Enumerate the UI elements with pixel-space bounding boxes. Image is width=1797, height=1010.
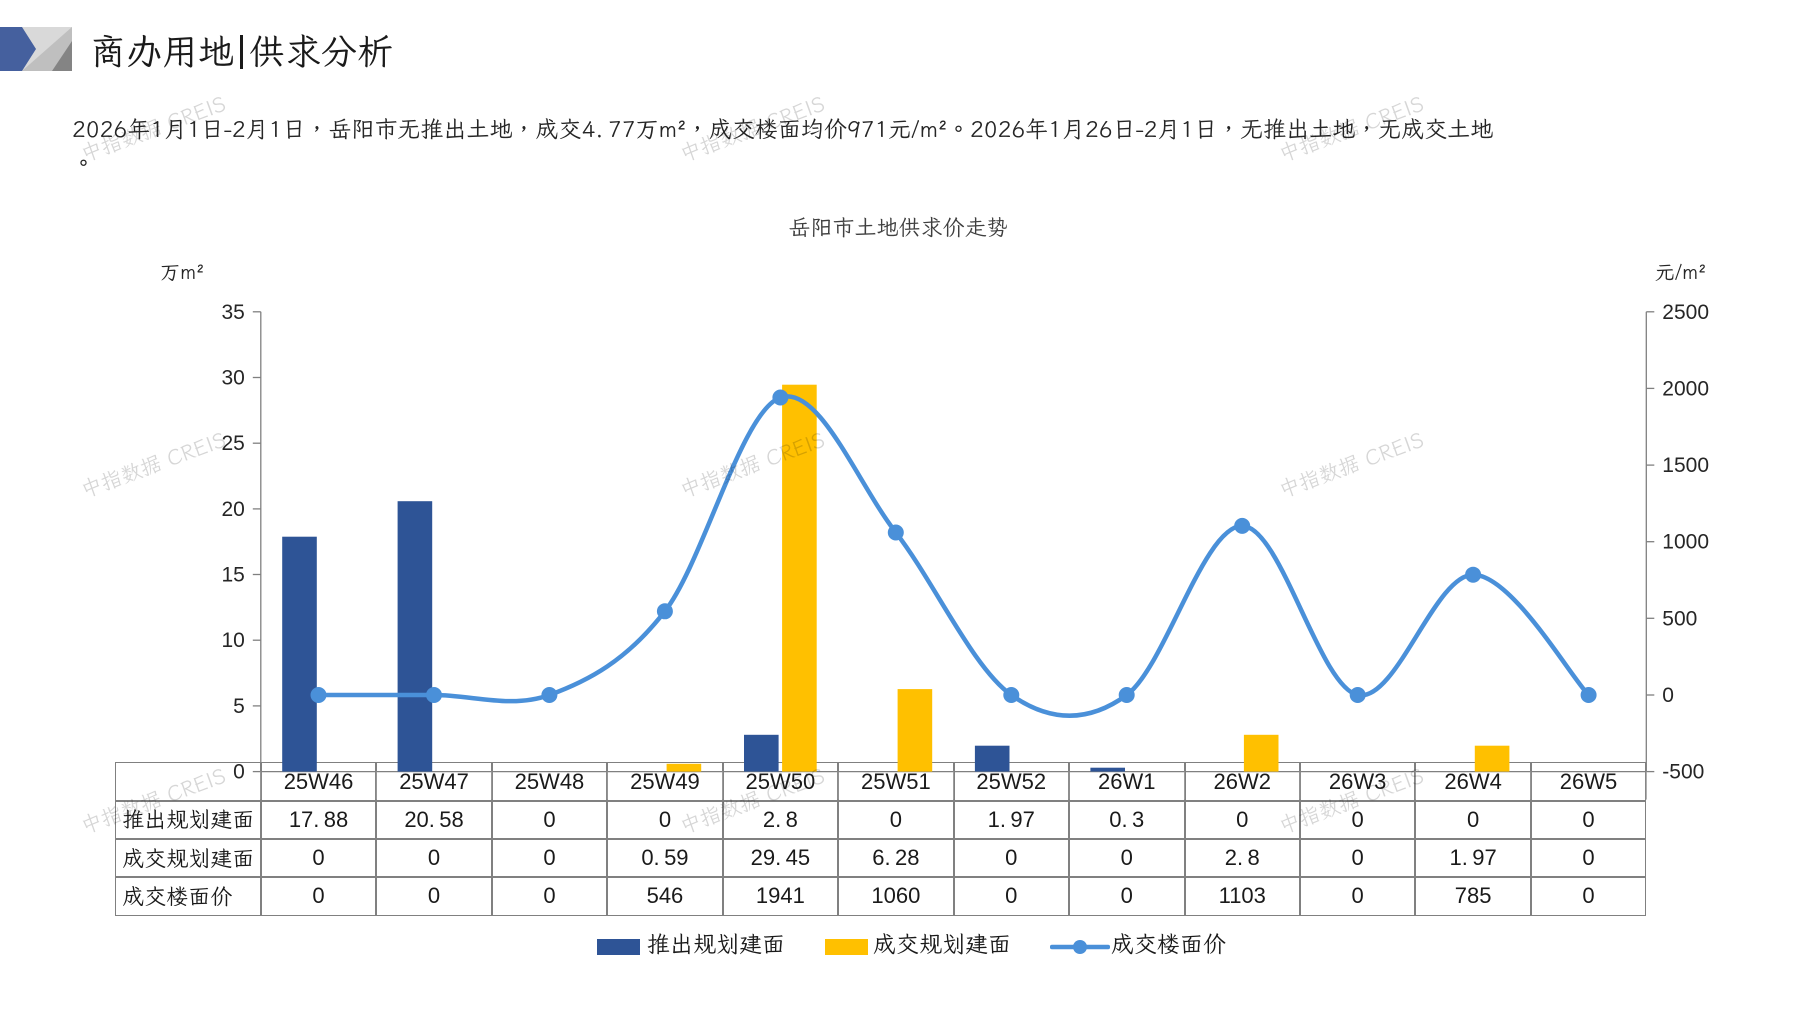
svg-text:25: 25 [221, 432, 244, 455]
svg-text:10: 10 [221, 629, 244, 652]
svg-text:2000: 2000 [1662, 377, 1709, 400]
svg-text:-500: -500 [1662, 761, 1704, 784]
svg-text:20: 20 [221, 498, 244, 521]
svg-text:35: 35 [221, 301, 244, 324]
svg-text:15: 15 [221, 564, 244, 587]
svg-text:2500: 2500 [1662, 301, 1709, 324]
svg-text:0: 0 [233, 761, 245, 784]
svg-text:0: 0 [1662, 684, 1674, 707]
svg-text:30: 30 [221, 367, 244, 390]
svg-text:5: 5 [233, 695, 245, 718]
svg-text:1500: 1500 [1662, 454, 1709, 477]
svg-text:500: 500 [1662, 607, 1697, 630]
svg-text:1000: 1000 [1662, 531, 1709, 554]
